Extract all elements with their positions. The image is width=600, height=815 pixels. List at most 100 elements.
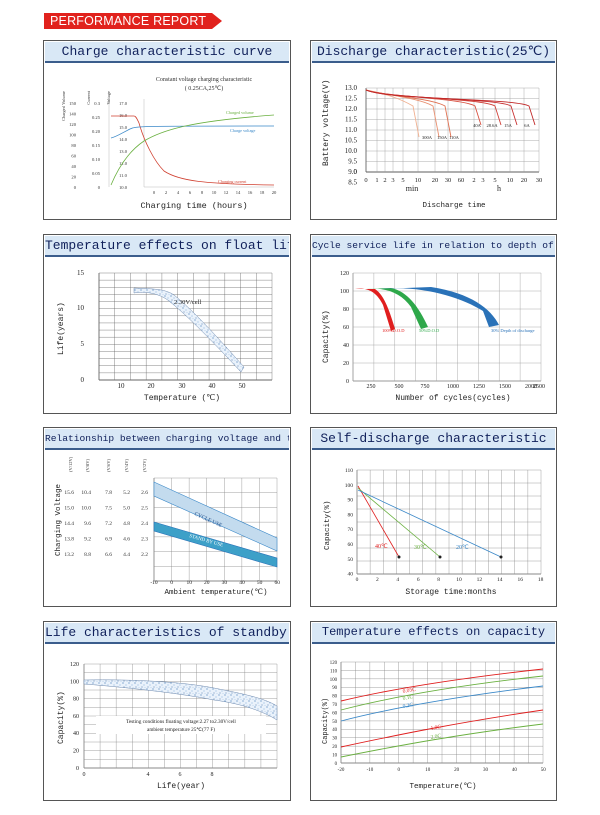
y-tick-label: 5 xyxy=(81,340,85,348)
x-tick-label: 0 xyxy=(398,768,401,773)
y-tick-label: 100 xyxy=(69,133,77,138)
dod-30-label: 30% Depth of discharge xyxy=(491,328,535,333)
y-tick-label: 12.5 xyxy=(345,95,358,103)
column-unit-label: (V/2V) xyxy=(142,459,147,472)
curve-label: 40A xyxy=(473,123,482,128)
y-tick-label: 90 xyxy=(332,686,337,691)
curve-0-2c xyxy=(340,685,544,722)
charge-characteristic-panel: Charge characteristic curve Charged Volu… xyxy=(43,40,291,220)
x-tick-label: 2000 xyxy=(525,384,537,390)
y-tick-label: 0.05 xyxy=(92,171,101,176)
voltage-value: 7.2 xyxy=(105,521,112,527)
voltage-value: 2.4 xyxy=(141,521,148,527)
y-tick-label: 60 xyxy=(71,154,76,159)
self-20c-line xyxy=(357,489,502,558)
y-tick-label: 16.0 xyxy=(119,113,128,118)
float-annotation: 2.30V/cell xyxy=(174,299,201,306)
label-1-0c: 1.0C xyxy=(430,724,442,732)
y-tick-label: 13.0 xyxy=(119,149,128,154)
y-tick-label: 40 xyxy=(348,572,354,578)
x-tick-label: 20 xyxy=(204,580,210,586)
x-tick-label: 60 xyxy=(458,177,465,184)
x-tick-label: 30 xyxy=(536,177,543,184)
y-tick-label: 10 xyxy=(332,753,337,758)
cycle-ylabel: Capacity(%) xyxy=(322,310,331,363)
float-life-panel: Temperature effects on float life 15 10 5 0… xyxy=(43,234,291,414)
x-tick-label: 5 xyxy=(401,177,404,184)
y-tick-label: 20 xyxy=(332,745,337,750)
x-tick-label: 4 xyxy=(177,190,180,195)
x-tick-label: 1000 xyxy=(447,384,459,390)
x-tick-label: 2 xyxy=(165,190,168,195)
x-tick-label: 2 xyxy=(383,177,386,184)
x-tick-label: 1 xyxy=(375,177,378,184)
voltage-value: 15.6 xyxy=(64,490,74,496)
charge-inner-subtitle: ( 0.25CA,25℃) xyxy=(185,85,224,92)
y-tick-label: 0 xyxy=(74,185,77,190)
cycle-life-chart: 120 100 80 60 40 20 0 250 500 750 1000 1250 1500 2000… xyxy=(322,271,545,403)
self-40c-line xyxy=(357,485,400,558)
y-tick-label: 100 xyxy=(340,289,349,295)
dod-50-band xyxy=(366,288,428,329)
float-ylabel: Life(years) xyxy=(57,302,66,355)
voltage-value: 4.8 xyxy=(123,521,130,527)
y-tick-label: 20 xyxy=(71,175,76,180)
x-tick-label: 3 xyxy=(481,177,484,184)
label-2-0c: 2.0C xyxy=(430,733,442,741)
panel-title: Self-discharge characteristic xyxy=(312,429,555,450)
voltage-value: 8.8 xyxy=(84,552,91,558)
standby-note-1: Testing conditions floating voltage:2.27… xyxy=(126,718,236,725)
x-tick-label: 0 xyxy=(153,190,156,195)
x-tick-label: 3 xyxy=(391,177,394,184)
y-tick-label: 10.5 xyxy=(345,137,358,145)
discharge-curve xyxy=(365,89,536,126)
self-20c-label: 20℃ xyxy=(456,545,469,551)
voltage-value: 9.6 xyxy=(84,521,91,527)
y-tick-label: 40 xyxy=(73,731,79,737)
standby-life-band xyxy=(83,679,278,721)
charge-voltage-temp-panel: Relationship between charging voltage an… xyxy=(43,427,291,607)
y-tick-label: 100 xyxy=(70,679,79,685)
self-30c-label: 30℃ xyxy=(414,545,427,551)
y-tick-label: 12.0 xyxy=(345,105,358,113)
x-tick-label: 20 xyxy=(272,190,277,195)
charge-voltage-curve xyxy=(110,125,275,139)
voltage-value: 13.8 xyxy=(64,537,74,543)
voltage-xlabel: Ambient temperature(℃) xyxy=(165,588,268,597)
panel-title: Discharge characteristic(25℃) xyxy=(312,42,555,63)
panel-title: Relationship between charging voltage an… xyxy=(45,429,289,450)
x-tick-label: -10 xyxy=(367,768,374,773)
y-tick-label: 40 xyxy=(332,728,337,733)
unit-h-label: h xyxy=(497,184,501,193)
y-tick-label: 70 xyxy=(332,703,337,708)
y-tick-label: 80 xyxy=(343,307,349,313)
x-tick-label: 20 xyxy=(432,177,439,184)
cycle-xlabel: Number of cycles(cycles) xyxy=(395,394,510,403)
col-label-volume: Charged Volume xyxy=(61,91,66,121)
y-tick-label: 80 xyxy=(71,143,76,148)
y-tick-label: 8.5 xyxy=(348,179,357,187)
x-tick-label: 12 xyxy=(224,190,229,195)
cycle-use-band xyxy=(153,481,278,552)
cycle-life-panel: Cycle service life in relation to depth … xyxy=(310,234,557,414)
voltage-value: 6.6 xyxy=(105,552,112,558)
x-tick-label: 40 xyxy=(209,382,217,390)
x-tick-label: 12 xyxy=(477,577,483,583)
discharge-xlabel: Discharge time xyxy=(422,202,485,210)
temp-capacity-panel: Temperature effects on capacity 120 110 10… xyxy=(310,621,557,801)
x-tick-label: 6 xyxy=(189,190,192,195)
curve-0-1c xyxy=(340,675,544,711)
label-0-1c: 0.1C xyxy=(402,694,414,702)
y-tick-label: 60 xyxy=(348,542,354,548)
y-tick-label: 80 xyxy=(348,512,354,518)
y-tick-label: 0 xyxy=(335,762,338,767)
self-30c-line xyxy=(357,487,441,558)
voltage-value: 4.6 xyxy=(123,537,130,543)
x-tick-label: 1500 xyxy=(499,384,511,390)
y-tick-label: 14.0 xyxy=(119,137,128,142)
y-tick-label: 60 xyxy=(343,325,349,331)
x-tick-label: 2 xyxy=(376,577,379,583)
panel-title: Charge characteristic curve xyxy=(45,42,289,63)
y-tick-label: 110 xyxy=(345,468,353,474)
y-tick-label: 17.0 xyxy=(119,101,128,106)
